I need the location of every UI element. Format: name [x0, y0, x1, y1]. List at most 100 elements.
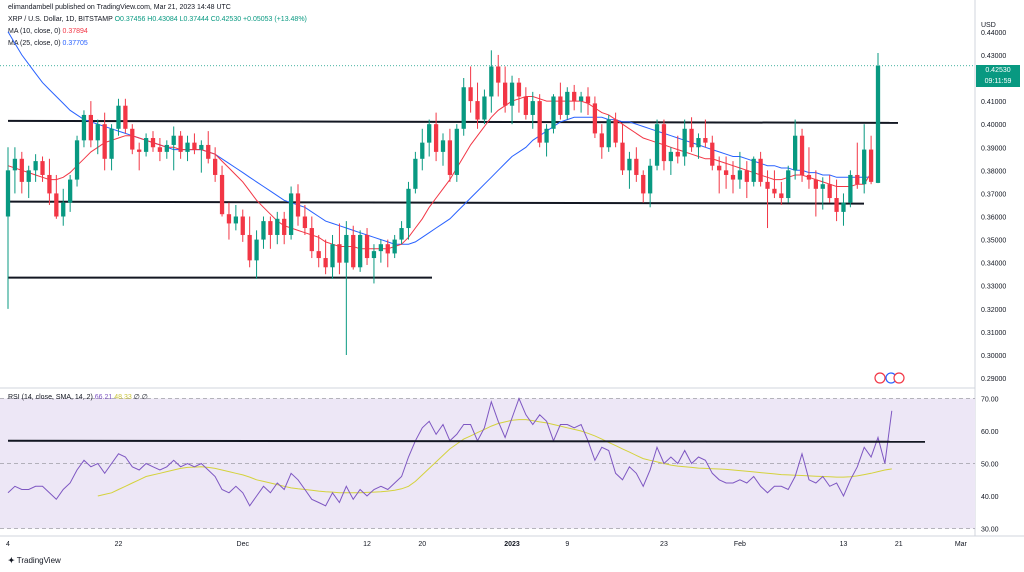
rsi-legend[interactable]: RSI (14, close, SMA, 14, 2) 66.21 48.33 …	[8, 393, 148, 401]
candle-body	[88, 114, 93, 141]
candle-body	[489, 66, 494, 97]
ma25-label: MA (25, close, 0)	[8, 40, 61, 47]
rsi-extra: ∅ ∅	[133, 394, 148, 401]
candle-body	[275, 218, 280, 235]
rsi-tick: 30.00	[981, 527, 999, 534]
candle-body	[551, 96, 556, 129]
rsi-value: 66.21	[94, 394, 113, 401]
support-line	[7, 200, 865, 205]
ma10-legend[interactable]: MA (10, close, 0) 0.37894	[8, 28, 88, 35]
tradingview-logo[interactable]: ✦ TradingView	[8, 556, 61, 565]
candle-body	[592, 103, 598, 134]
candle-body	[74, 140, 80, 180]
time-tick: 21	[895, 541, 903, 548]
candle-body	[737, 170, 743, 180]
candle-body	[54, 193, 59, 217]
candle-body	[295, 193, 301, 217]
time-tick: Dec	[237, 541, 250, 548]
candle-body	[482, 96, 487, 120]
rsi-tick: 70.00	[981, 397, 999, 404]
rsi-ma-value: 48.33	[114, 394, 132, 401]
candle-body	[565, 91, 570, 115]
countdown-value: 09:11:59	[984, 78, 1012, 85]
event-flag-icon	[893, 372, 905, 384]
candle-body	[634, 158, 639, 175]
ma10-label: MA (10, close, 0)	[8, 28, 61, 35]
candle-body	[261, 221, 266, 240]
candle-body	[413, 158, 418, 189]
candle-body	[827, 184, 832, 199]
candle-body	[399, 228, 404, 240]
ma10-value: 0.37894	[62, 28, 88, 35]
candle-body	[689, 128, 694, 148]
candle-body	[468, 87, 473, 102]
candle-body	[12, 158, 18, 171]
rsi-trendline	[7, 439, 926, 443]
price-tick: 0.29000	[981, 376, 1006, 383]
event-flag-icon	[874, 372, 886, 384]
candle-body	[544, 128, 549, 143]
ma25-legend[interactable]: MA (25, close, 0) 0.37705	[8, 40, 88, 47]
candle-body	[219, 174, 225, 215]
candle-body	[420, 142, 425, 159]
time-tick: 2023	[504, 541, 520, 548]
candle-body	[323, 258, 328, 268]
price-tick: 0.38000	[981, 168, 1006, 175]
candle-body	[675, 151, 680, 157]
rsi-tick: 40.00	[981, 494, 999, 501]
candle-body	[806, 174, 812, 180]
candle-body	[682, 128, 687, 157]
candle-body	[751, 158, 756, 182]
candle-body	[661, 124, 667, 162]
candle-body	[137, 149, 142, 152]
tv-logo-icon: ✦	[8, 556, 15, 565]
price-tick: 0.44000	[981, 30, 1006, 37]
candle-body	[572, 91, 577, 102]
currency-label: USD	[981, 22, 996, 29]
candle-body	[61, 202, 66, 217]
candle-body	[68, 179, 73, 203]
candle-body	[164, 144, 169, 152]
price-tick: 0.35000	[981, 238, 1006, 245]
candle-body	[558, 96, 563, 115]
candle-body	[578, 96, 584, 102]
candle-body	[288, 193, 294, 235]
candle-body	[503, 82, 508, 106]
candle-body	[330, 244, 335, 268]
candle-body	[344, 234, 349, 263]
price-tick: 0.37000	[981, 191, 1006, 198]
time-tick: 22	[115, 541, 123, 548]
price-tick: 0.41000	[981, 99, 1006, 106]
candle-body	[454, 128, 459, 175]
candle-body	[723, 170, 729, 175]
candle-body	[717, 165, 722, 171]
candle-body	[427, 124, 432, 143]
candle-body	[282, 218, 287, 235]
candle-body	[509, 82, 515, 106]
candle-body	[309, 228, 314, 252]
candle-body	[585, 96, 591, 104]
candle-body	[523, 96, 528, 115]
time-tick: 4	[6, 541, 10, 548]
candle-body	[40, 161, 45, 175]
candle-body	[226, 214, 232, 224]
candle-body	[765, 181, 770, 189]
last-price-value: 0.42530	[985, 67, 1011, 74]
candle-body	[834, 198, 839, 212]
ma25-value: 0.37705	[62, 40, 88, 47]
candle-body	[130, 128, 135, 150]
last-price-tag: 0.42530 09:11:59	[976, 65, 1020, 87]
candle-body	[109, 128, 114, 159]
candle-body	[150, 138, 156, 148]
candle-body	[26, 170, 31, 182]
brand-text: TradingView	[16, 556, 61, 565]
candle-body	[599, 133, 604, 148]
symbol-legend[interactable]: XRP / U.S. Dollar, 1D, BITSTAMP O0.37456…	[8, 16, 307, 23]
candle-body	[537, 101, 542, 143]
candle-body	[247, 234, 252, 261]
candle-body	[862, 149, 867, 185]
price-tick: 0.33000	[981, 284, 1006, 291]
candle-body	[213, 158, 218, 175]
candle-body	[799, 135, 805, 175]
